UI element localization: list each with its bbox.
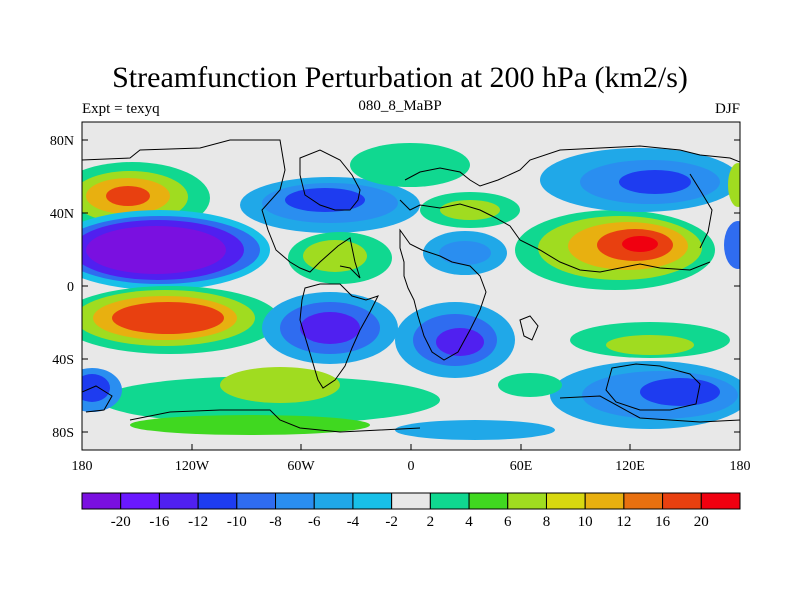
plot-title: Streamfunction Perturbation at 200 hPa (…: [112, 61, 688, 94]
colorbar-label: -20: [111, 514, 131, 530]
experiment-label: Expt = texyq: [82, 101, 160, 117]
colorbar-swatch: [700, 492, 741, 510]
lat-tick-label: 40S: [52, 353, 74, 368]
contour-blob-ne-negative: [540, 148, 740, 212]
colorbar-swatch: [81, 492, 122, 510]
colorbar-label: -16: [149, 514, 169, 530]
colorbar-label: -12: [188, 514, 208, 530]
contour-band-south-green: [100, 367, 440, 435]
lon-tick-label: 120W: [175, 459, 210, 474]
contour-fields: [82, 143, 740, 440]
lat-axis: 80N 40N 0 40S 80S: [50, 134, 740, 441]
colorbar-swatch: [158, 492, 199, 510]
map-panel: [82, 122, 740, 450]
colorbar-swatch: [275, 492, 315, 510]
colorbar-label: -10: [227, 514, 247, 530]
lon-tick-label: 180: [72, 459, 93, 474]
contour-blob-s-negative-2: [395, 302, 515, 378]
colorbar-label: 10: [578, 514, 593, 530]
lon-tick-label: 120E: [615, 459, 645, 474]
contour-blob-s-negative-1: [262, 292, 398, 364]
colorbar-swatch: [662, 492, 702, 510]
contour-blob-w-negative: [82, 210, 270, 290]
colorbar-label: -4: [347, 514, 360, 530]
colorbar-swatch: [236, 492, 277, 510]
colorbar-swatch: [391, 492, 431, 510]
contour-blob-e-positive: [515, 210, 715, 290]
colorbar-swatch: [429, 492, 470, 510]
colorbar-label: 4: [465, 514, 473, 530]
colorbar-label: 8: [543, 514, 551, 530]
lon-tick-label: 60W: [287, 459, 315, 474]
contour-blob-n-negative: [240, 177, 420, 233]
colorbar-label: -8: [269, 514, 282, 530]
coastlines: [82, 139, 740, 433]
colorbar-label: -2: [385, 514, 398, 530]
colorbar-swatch: [313, 492, 354, 510]
colorbar-label: -6: [308, 514, 321, 530]
colorbar-swatch: [468, 492, 509, 510]
colorbar-label: 20: [694, 514, 709, 530]
lon-tick-label: 180: [730, 459, 751, 474]
lat-tick-label: 0: [67, 280, 74, 295]
lon-axis: 180 120W 60W 0 60E 120E 180: [72, 444, 751, 474]
lon-tick-label: 60E: [510, 459, 533, 474]
contour-blob-sw-positive: [82, 286, 280, 354]
period-label: 080_8_MaBP: [358, 98, 442, 114]
colorbar-swatch: [584, 492, 625, 510]
colorbar-swatch: [507, 492, 547, 510]
colorbar-swatch: [197, 492, 238, 510]
colorbar-swatch: [623, 492, 664, 510]
colorbar-swatch: [120, 492, 160, 510]
colorbar-swatch: [545, 492, 586, 510]
colorbar-label: 12: [616, 514, 631, 530]
colorbar-label: 16: [655, 514, 671, 530]
season-label: DJF: [714, 101, 740, 117]
contour-blob-c-positive: [288, 232, 392, 284]
lon-tick-label: 0: [408, 459, 415, 474]
colorbar-label: 6: [504, 514, 512, 530]
contour-blob-n-positive: [350, 143, 470, 187]
colorbar: -20 -16 -12 -10 -8 -6 -4 -2 2 4 6 8 10 12 16 20: [81, 492, 741, 530]
lat-tick-label: 80S: [52, 426, 74, 441]
colorbar-label: 2: [427, 514, 435, 530]
lat-tick-label: 80N: [50, 134, 74, 149]
colorbar-swatch: [352, 492, 393, 510]
lat-tick-label: 40N: [50, 207, 74, 222]
